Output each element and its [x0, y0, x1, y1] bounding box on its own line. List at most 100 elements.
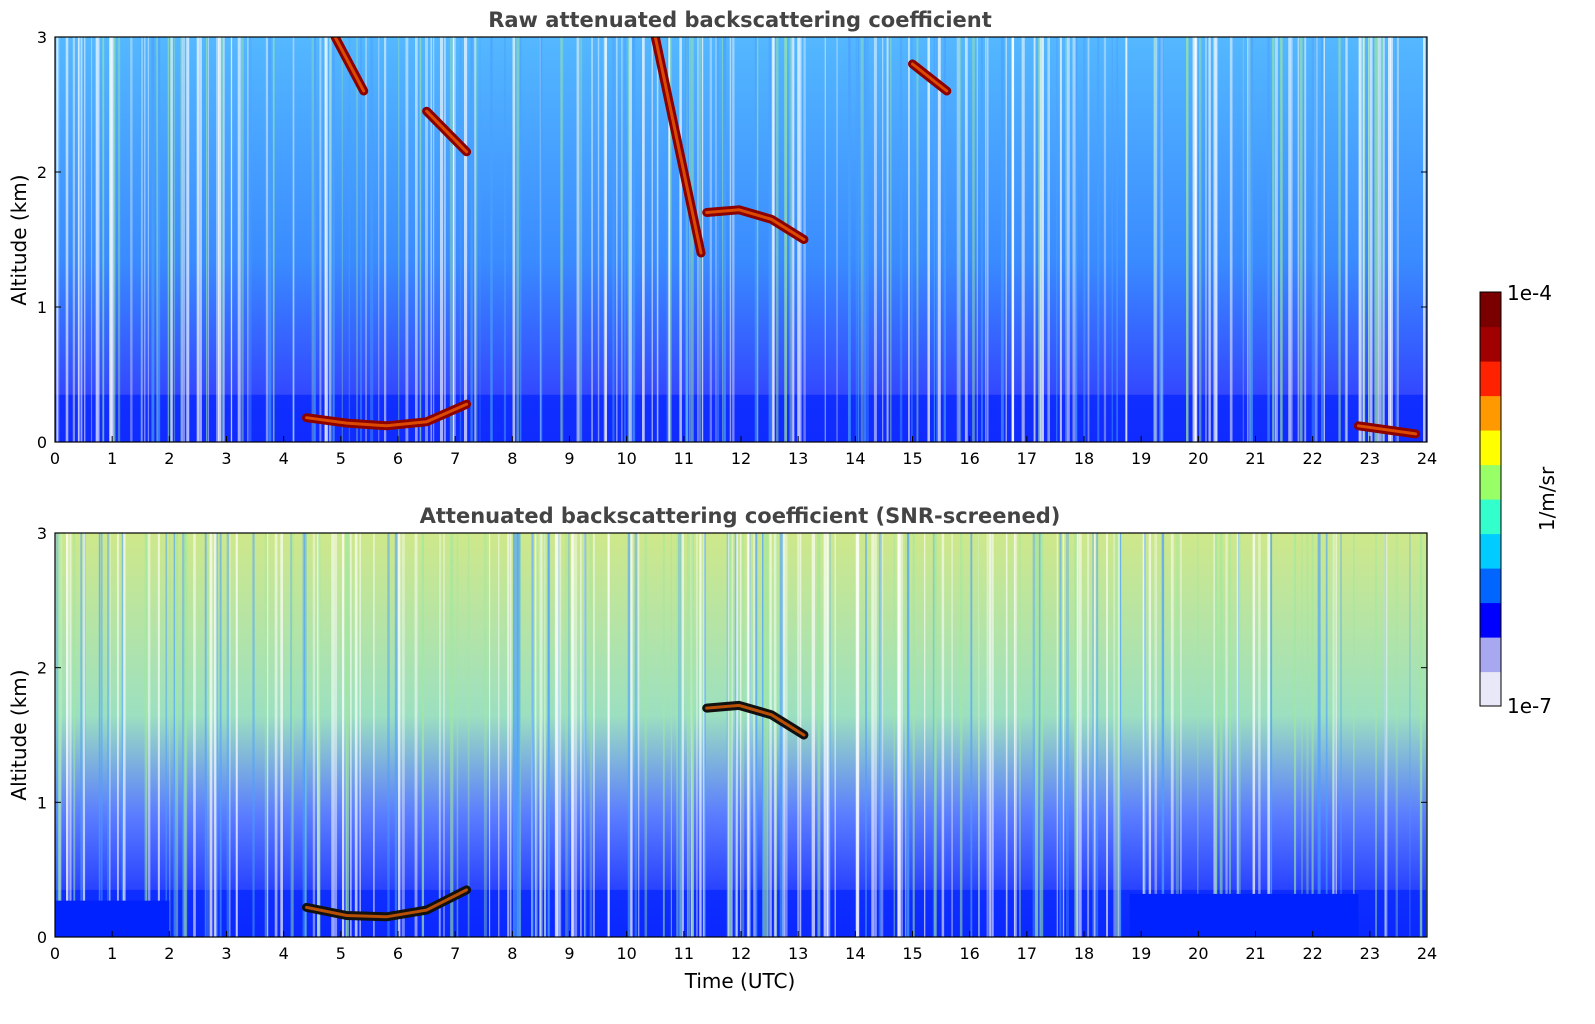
- cloud-layer-edge: [911, 62, 949, 93]
- colorbar-swatch: [1480, 602, 1501, 638]
- streak: [1208, 37, 1211, 442]
- streak: [670, 533, 672, 937]
- streak: [318, 533, 321, 937]
- streak: [378, 37, 380, 442]
- streak: [676, 533, 679, 937]
- streak: [927, 37, 930, 442]
- cloud-layer-edge: [333, 37, 366, 93]
- streak: [65, 37, 69, 442]
- x-tick-label: 20: [1188, 944, 1208, 963]
- streak: [1038, 533, 1041, 937]
- streak: [897, 533, 900, 937]
- streak: [789, 37, 791, 442]
- x-tick-label: 9: [564, 944, 574, 963]
- streak: [1175, 533, 1179, 937]
- streak: [302, 533, 305, 937]
- streak: [584, 533, 587, 937]
- streak: [621, 37, 623, 442]
- streak: [1075, 37, 1078, 442]
- x-tick-label: 23: [1360, 449, 1380, 468]
- streak: [69, 533, 72, 937]
- x-tick-label: 5: [336, 449, 346, 468]
- x-tick-label: 12: [731, 944, 751, 963]
- streak: [768, 37, 772, 442]
- streak: [237, 37, 241, 442]
- streak: [186, 37, 190, 442]
- streak: [866, 37, 869, 442]
- streak: [1229, 37, 1233, 442]
- streak: [951, 533, 953, 937]
- streak: [607, 533, 610, 937]
- streak: [709, 37, 712, 442]
- streak: [644, 533, 648, 937]
- y-tick-label: 2: [37, 163, 47, 182]
- streak: [1103, 37, 1107, 442]
- streak: [292, 37, 295, 442]
- streak: [937, 37, 941, 442]
- streak: [102, 37, 105, 442]
- y-axis-screened: 0 1 2 3: [37, 524, 1427, 947]
- streak: [405, 37, 409, 442]
- streak: [95, 37, 99, 442]
- boundary-layer: [55, 900, 170, 937]
- streak: [715, 37, 717, 442]
- streak: [207, 533, 209, 937]
- streak: [197, 37, 200, 442]
- streak: [274, 533, 278, 937]
- streak: [122, 533, 126, 937]
- streak: [1154, 37, 1158, 442]
- streak: [1236, 533, 1239, 937]
- streak: [856, 533, 860, 937]
- x-tick-label: 11: [674, 944, 694, 963]
- streak: [874, 533, 877, 937]
- streak: [1116, 37, 1119, 442]
- streak: [419, 37, 422, 442]
- streak: [1359, 37, 1362, 442]
- streak: [898, 533, 902, 937]
- streak: [370, 37, 374, 442]
- streak: [547, 533, 550, 937]
- streak: [280, 533, 283, 937]
- x-tick-label: 21: [1245, 944, 1265, 963]
- streak: [880, 533, 884, 937]
- streak: [634, 533, 637, 937]
- streak: [1423, 37, 1426, 442]
- streak: [1258, 533, 1261, 937]
- streak: [217, 37, 220, 442]
- streak: [1116, 533, 1119, 937]
- streak: [1214, 533, 1217, 937]
- streak: [401, 533, 405, 937]
- streak: [576, 37, 580, 442]
- streak: [73, 533, 76, 937]
- streak: [893, 533, 896, 937]
- y-tick-label: 3: [37, 524, 47, 543]
- streak: [141, 37, 143, 442]
- streak: [80, 37, 83, 442]
- streak: [727, 533, 730, 937]
- x-tick-label: 10: [616, 944, 636, 963]
- streak: [1338, 37, 1341, 442]
- streak: [1056, 533, 1058, 937]
- streak: [121, 533, 125, 937]
- streak: [1148, 533, 1152, 937]
- streak: [741, 533, 745, 937]
- streak: [686, 533, 689, 937]
- streak: [1142, 533, 1146, 937]
- streak: [217, 37, 221, 442]
- x-tick-label: 17: [1017, 449, 1037, 468]
- streak: [754, 533, 758, 937]
- streak: [1153, 37, 1157, 442]
- streak: [1093, 533, 1096, 937]
- streak: [360, 37, 362, 442]
- streak: [1158, 37, 1163, 442]
- streak: [220, 37, 224, 442]
- streak: [766, 533, 769, 937]
- heatmap-field: [55, 37, 1427, 442]
- streak: [702, 533, 705, 937]
- streak: [341, 533, 345, 937]
- streak: [157, 37, 161, 442]
- streak: [183, 533, 187, 937]
- streak: [509, 533, 512, 937]
- streak: [1144, 533, 1146, 937]
- streak: [682, 533, 684, 937]
